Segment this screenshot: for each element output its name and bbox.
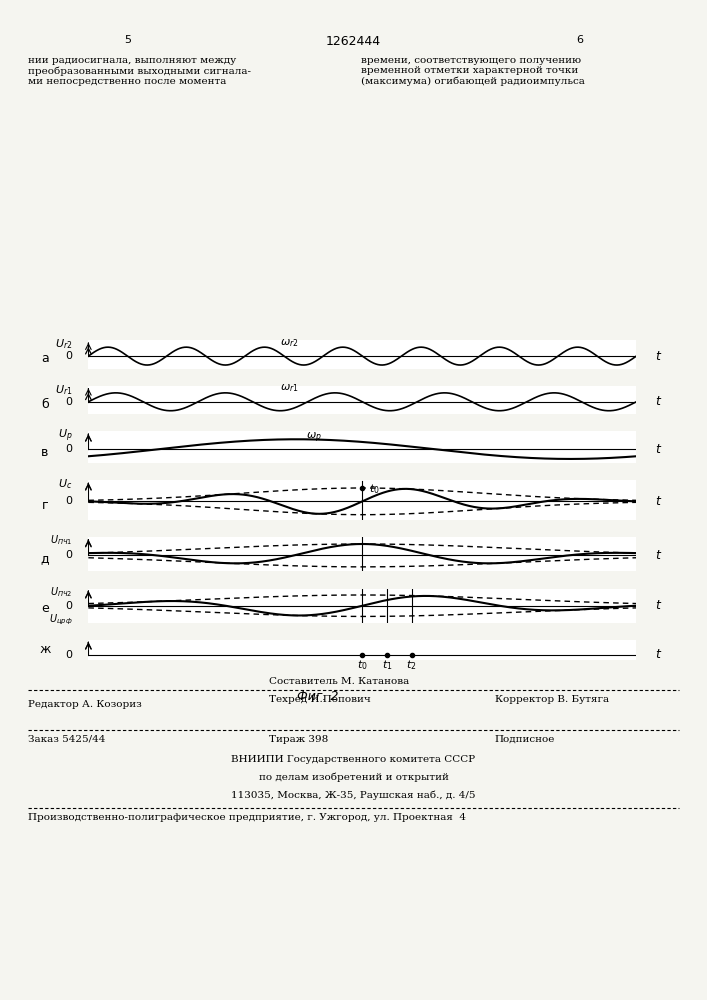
Text: Производственно-полиграфическое предприятие, г. Ужгород, ул. Проектная  4: Производственно-полиграфическое предприя… [28, 813, 467, 822]
Text: Техред И.Попович: Техред И.Попович [269, 695, 370, 704]
Text: 0: 0 [66, 550, 73, 560]
Text: 0: 0 [66, 351, 73, 361]
Text: t: t [655, 599, 660, 612]
Text: t: t [655, 395, 660, 408]
Text: Редактор А. Козориз: Редактор А. Козориз [28, 700, 142, 709]
Text: 0: 0 [66, 397, 73, 407]
Text: Фиг. 2: Фиг. 2 [298, 690, 339, 703]
Text: 5: 5 [124, 35, 131, 45]
Text: ж: ж [39, 643, 50, 656]
Text: $t_1$: $t_1$ [382, 658, 392, 672]
Text: Тираж 398: Тираж 398 [269, 735, 328, 744]
Text: 0: 0 [66, 601, 73, 611]
Text: Корректор В. Бутяга: Корректор В. Бутяга [495, 695, 609, 704]
Text: t: t [655, 495, 660, 508]
Text: $t_0$: $t_0$ [369, 482, 380, 496]
Text: $U_{r2}$: $U_{r2}$ [55, 337, 73, 351]
Text: д: д [40, 552, 49, 565]
Text: ВНИИПИ Государственного комитета СССР: ВНИИПИ Государственного комитета СССР [231, 755, 476, 764]
Text: $U_{црф}$: $U_{црф}$ [49, 613, 73, 627]
Text: Составитель М. Катанова: Составитель М. Катанова [269, 677, 409, 686]
Text: $\omega_{р}$: $\omega_{р}$ [306, 431, 322, 445]
Text: 1262444: 1262444 [326, 35, 381, 48]
Text: Подписное: Подписное [495, 735, 555, 744]
Text: $U_{r1}$: $U_{r1}$ [55, 383, 73, 397]
Text: по делам изобретений и открытий: по делам изобретений и открытий [259, 773, 448, 782]
Text: 0: 0 [66, 444, 73, 454]
Text: t: t [655, 443, 660, 456]
Text: 6: 6 [576, 35, 583, 45]
Text: $\omega_{r1}$: $\omega_{r1}$ [280, 383, 299, 394]
Text: а: а [41, 352, 49, 365]
Text: $t_2$: $t_2$ [407, 658, 417, 672]
Text: $U_{с}$: $U_{с}$ [59, 477, 73, 491]
Text: в: в [41, 446, 49, 459]
Text: 113035, Москва, Ж-35, Раушская наб., д. 4/5: 113035, Москва, Ж-35, Раушская наб., д. … [231, 791, 476, 800]
Text: 0: 0 [66, 650, 73, 660]
Text: t: t [655, 648, 660, 661]
Text: $U_{ПЧ2}$: $U_{ПЧ2}$ [50, 585, 73, 599]
Text: $t_0$: $t_0$ [357, 658, 368, 672]
Text: Заказ 5425/44: Заказ 5425/44 [28, 735, 105, 744]
Text: $U_{ПЧ1}$: $U_{ПЧ1}$ [50, 534, 73, 547]
Text: $\omega_{r2}$: $\omega_{r2}$ [280, 337, 299, 349]
Text: $U_{р}$: $U_{р}$ [58, 428, 73, 444]
Text: б: б [41, 398, 49, 411]
Text: времени, соответствующего получению
временной отметки характерной точки
(максиму: времени, соответствующего получению врем… [361, 56, 585, 86]
Text: t: t [655, 549, 660, 562]
Text: г: г [42, 499, 48, 512]
Text: нии радиосигнала, выполняют между
преобразованными выходными сигнала-
ми непосре: нии радиосигнала, выполняют между преобр… [28, 56, 251, 86]
Text: 0: 0 [66, 496, 73, 506]
Text: е: е [41, 602, 49, 615]
Text: t: t [655, 350, 660, 363]
